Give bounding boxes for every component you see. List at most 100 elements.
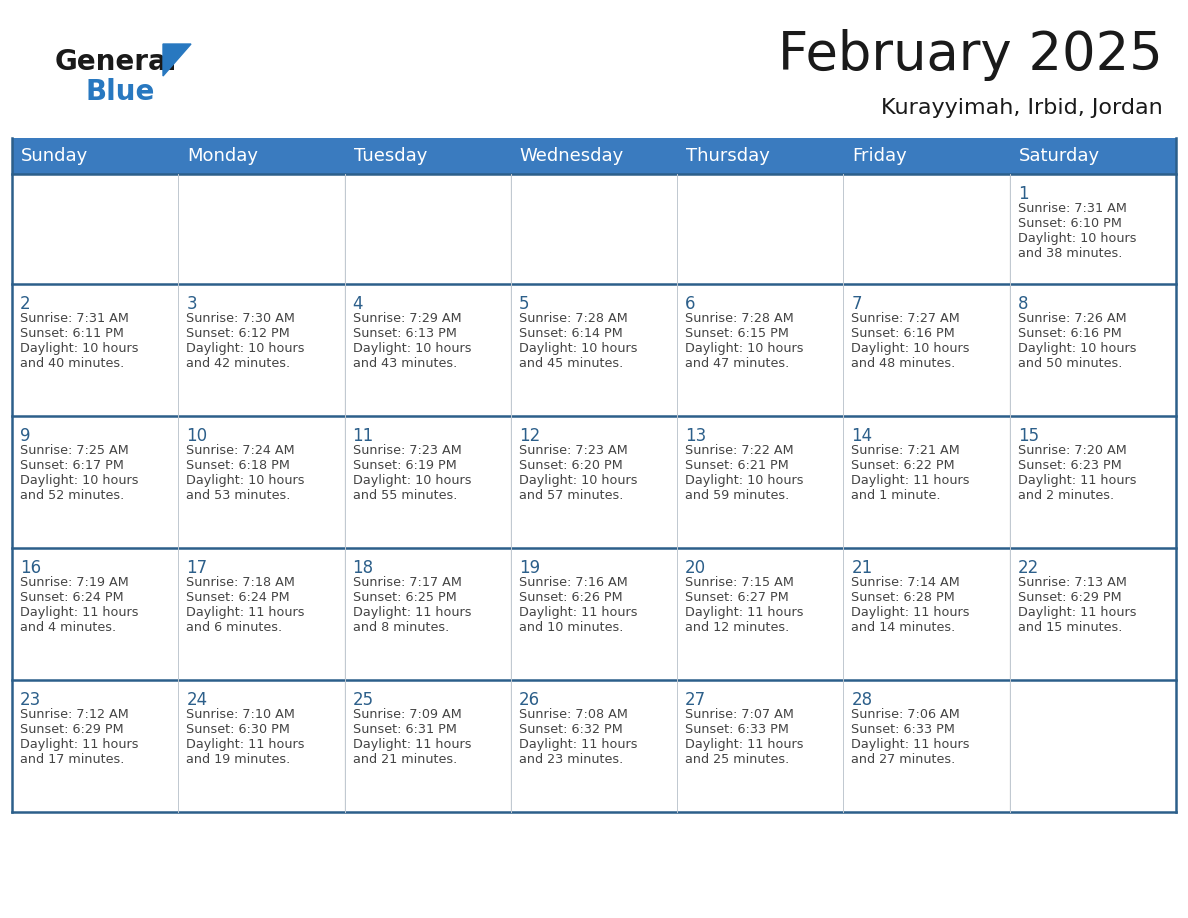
Text: Daylight: 11 hours: Daylight: 11 hours [1018, 474, 1136, 487]
Text: Sunrise: 7:23 AM: Sunrise: 7:23 AM [353, 444, 461, 457]
Bar [345, 174, 511, 284]
Text: and 45 minutes.: and 45 minutes. [519, 357, 624, 370]
Text: Sunset: 6:28 PM: Sunset: 6:28 PM [852, 591, 955, 604]
Text: and 17 minutes.: and 17 minutes. [20, 753, 125, 766]
Text: Sunrise: 7:29 AM: Sunrise: 7:29 AM [353, 312, 461, 325]
Text: and 19 minutes.: and 19 minutes. [187, 753, 291, 766]
Bar [12, 174, 1176, 812]
Text: Sunset: 6:18 PM: Sunset: 6:18 PM [187, 459, 290, 472]
Text: Daylight: 10 hours: Daylight: 10 hours [187, 342, 305, 355]
Text: Daylight: 10 hours: Daylight: 10 hours [1018, 232, 1136, 245]
Text: and 4 minutes.: and 4 minutes. [20, 621, 116, 634]
Text: General: General [55, 48, 177, 76]
Text: and 23 minutes.: and 23 minutes. [519, 753, 624, 766]
Text: Kurayyimah, Irbid, Jordan: Kurayyimah, Irbid, Jordan [881, 98, 1163, 118]
Text: and 38 minutes.: and 38 minutes. [1018, 247, 1123, 260]
Bar [13, 174, 178, 284]
Text: Daylight: 11 hours: Daylight: 11 hours [353, 738, 472, 751]
Text: and 43 minutes.: and 43 minutes. [353, 357, 457, 370]
Text: and 55 minutes.: and 55 minutes. [353, 489, 457, 502]
Bar [178, 174, 345, 284]
Text: Sunset: 6:23 PM: Sunset: 6:23 PM [1018, 459, 1121, 472]
Text: Sunrise: 7:18 AM: Sunrise: 7:18 AM [187, 576, 295, 589]
Bar [178, 285, 345, 416]
Bar [677, 548, 843, 679]
Text: Sunrise: 7:23 AM: Sunrise: 7:23 AM [519, 444, 627, 457]
Bar [345, 285, 511, 416]
Bar [13, 285, 178, 416]
Text: and 42 minutes.: and 42 minutes. [187, 357, 290, 370]
Text: 4: 4 [353, 295, 364, 313]
Text: and 14 minutes.: and 14 minutes. [852, 621, 955, 634]
Text: and 2 minutes.: and 2 minutes. [1018, 489, 1114, 502]
Text: Daylight: 11 hours: Daylight: 11 hours [20, 606, 139, 619]
Text: 13: 13 [685, 427, 707, 445]
Bar [511, 548, 677, 679]
Text: Sunset: 6:24 PM: Sunset: 6:24 PM [20, 591, 124, 604]
Text: and 57 minutes.: and 57 minutes. [519, 489, 624, 502]
Bar [843, 174, 1010, 284]
Text: Sunrise: 7:07 AM: Sunrise: 7:07 AM [685, 708, 794, 721]
Text: Monday: Monday [188, 147, 258, 165]
Text: 26: 26 [519, 691, 541, 709]
Text: 3: 3 [187, 295, 197, 313]
Text: Sunrise: 7:06 AM: Sunrise: 7:06 AM [852, 708, 960, 721]
Text: 17: 17 [187, 559, 208, 577]
Text: Daylight: 11 hours: Daylight: 11 hours [187, 606, 305, 619]
Text: Sunrise: 7:27 AM: Sunrise: 7:27 AM [852, 312, 960, 325]
Text: Daylight: 10 hours: Daylight: 10 hours [519, 342, 637, 355]
Text: Sunset: 6:26 PM: Sunset: 6:26 PM [519, 591, 623, 604]
Text: Sunrise: 7:14 AM: Sunrise: 7:14 AM [852, 576, 960, 589]
Text: Daylight: 11 hours: Daylight: 11 hours [852, 474, 969, 487]
Text: Sunrise: 7:17 AM: Sunrise: 7:17 AM [353, 576, 461, 589]
Text: Sunrise: 7:31 AM: Sunrise: 7:31 AM [20, 312, 128, 325]
Bar [511, 680, 677, 812]
Text: and 27 minutes.: and 27 minutes. [852, 753, 955, 766]
Bar [13, 417, 178, 547]
Bar [677, 174, 843, 284]
Text: 23: 23 [20, 691, 42, 709]
Text: Sunset: 6:10 PM: Sunset: 6:10 PM [1018, 217, 1121, 230]
Text: 27: 27 [685, 691, 707, 709]
Text: 28: 28 [852, 691, 872, 709]
Text: Tuesday: Tuesday [354, 147, 426, 165]
Text: Saturday: Saturday [1019, 147, 1100, 165]
Text: and 50 minutes.: and 50 minutes. [1018, 357, 1123, 370]
Text: February 2025: February 2025 [778, 29, 1163, 81]
Text: Sunset: 6:29 PM: Sunset: 6:29 PM [20, 723, 124, 736]
Bar [843, 285, 1010, 416]
Text: 25: 25 [353, 691, 374, 709]
Bar [1010, 285, 1175, 416]
Text: Sunset: 6:16 PM: Sunset: 6:16 PM [852, 327, 955, 340]
Bar [843, 548, 1010, 679]
Text: Daylight: 10 hours: Daylight: 10 hours [685, 342, 803, 355]
Text: 21: 21 [852, 559, 873, 577]
Text: and 52 minutes.: and 52 minutes. [20, 489, 125, 502]
Text: Sunrise: 7:30 AM: Sunrise: 7:30 AM [187, 312, 295, 325]
Text: 24: 24 [187, 691, 208, 709]
Text: Daylight: 10 hours: Daylight: 10 hours [852, 342, 969, 355]
Text: Daylight: 11 hours: Daylight: 11 hours [685, 738, 803, 751]
Text: 7: 7 [852, 295, 862, 313]
Text: and 59 minutes.: and 59 minutes. [685, 489, 789, 502]
Text: Sunset: 6:19 PM: Sunset: 6:19 PM [353, 459, 456, 472]
Text: 22: 22 [1018, 559, 1040, 577]
Bar [12, 138, 1176, 174]
Text: Sunrise: 7:13 AM: Sunrise: 7:13 AM [1018, 576, 1126, 589]
Text: Sunset: 6:32 PM: Sunset: 6:32 PM [519, 723, 623, 736]
Text: 16: 16 [20, 559, 42, 577]
Bar [1010, 680, 1175, 812]
Text: Daylight: 11 hours: Daylight: 11 hours [353, 606, 472, 619]
Text: Daylight: 11 hours: Daylight: 11 hours [519, 738, 637, 751]
Text: Sunrise: 7:24 AM: Sunrise: 7:24 AM [187, 444, 295, 457]
Text: Sunrise: 7:25 AM: Sunrise: 7:25 AM [20, 444, 128, 457]
Text: Sunset: 6:14 PM: Sunset: 6:14 PM [519, 327, 623, 340]
Text: 12: 12 [519, 427, 541, 445]
Text: Sunrise: 7:26 AM: Sunrise: 7:26 AM [1018, 312, 1126, 325]
Text: and 12 minutes.: and 12 minutes. [685, 621, 789, 634]
Text: 10: 10 [187, 427, 208, 445]
Bar [345, 548, 511, 679]
Text: Daylight: 10 hours: Daylight: 10 hours [20, 342, 139, 355]
Text: Sunrise: 7:19 AM: Sunrise: 7:19 AM [20, 576, 128, 589]
Polygon shape [163, 44, 191, 76]
